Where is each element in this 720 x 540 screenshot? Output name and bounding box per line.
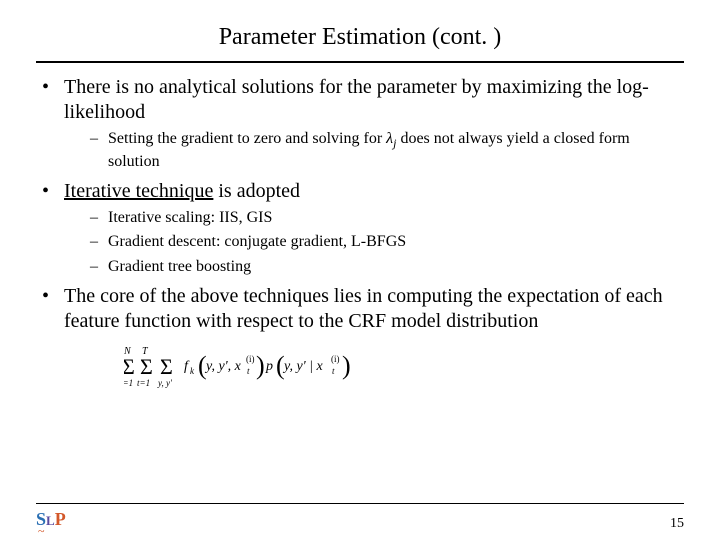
svg-text:(i): (i) [246, 354, 255, 364]
bullet-2-sub-2: Gradient descent: conjugate gradient, L-… [64, 232, 684, 253]
logo-p: P [55, 509, 66, 529]
svg-text:Σ: Σ [140, 354, 153, 379]
logo-l: L [46, 513, 55, 528]
svg-text:Σ: Σ [124, 354, 135, 379]
bullet-2-sub-1: Iterative scaling: IIS, GIS [64, 208, 684, 229]
svg-text:): ) [256, 351, 265, 380]
logo: SLP ~ [36, 509, 66, 539]
b1s1-pre: Setting the gradient to zero and solving… [108, 130, 386, 147]
slide: Parameter Estimation (cont. ) There is n… [0, 0, 720, 540]
bullet-1: There is no analytical solutions for the… [36, 75, 684, 173]
svg-text:y, y', x: y, y', x [204, 359, 242, 374]
title-divider [36, 61, 684, 63]
svg-text:(i): (i) [331, 354, 340, 364]
page-number: 15 [670, 516, 684, 532]
bullet-2: Iterative technique is adopted Iterative… [36, 179, 684, 278]
svg-text:t=1: t=1 [137, 378, 150, 388]
bullet-3: The core of the above techniques lies in… [36, 284, 684, 401]
footer: SLP ~ 15 [36, 503, 684, 538]
bullet-1-sub: Setting the gradient to zero and solving… [64, 129, 684, 173]
bullet-list: There is no analytical solutions for the… [36, 75, 684, 401]
svg-text:y, y': y, y' [157, 378, 173, 388]
page-title: Parameter Estimation (cont. ) [36, 24, 684, 51]
svg-text:i=1: i=1 [124, 378, 133, 388]
svg-text:): ) [342, 351, 351, 380]
footer-divider [36, 503, 684, 504]
formula: N Σ i=1 T Σ t=1 Σ y, y' f k ( y, y', x t… [124, 342, 684, 401]
bullet-2-sub: Iterative scaling: IIS, GIS Gradient des… [64, 208, 684, 278]
bullet-3-text: The core of the above techniques lies in… [64, 285, 663, 332]
svg-text:t: t [247, 366, 250, 376]
svg-text:y, y' | x: y, y' | x [282, 359, 323, 374]
bullet-1-text: There is no analytical solutions for the… [64, 76, 649, 123]
footer-row: SLP ~ 15 [36, 510, 684, 538]
svg-text:Σ: Σ [160, 354, 173, 379]
bullet-2-underline: Iterative technique [64, 180, 213, 202]
svg-text:p: p [265, 359, 273, 374]
bullet-1-sub-1: Setting the gradient to zero and solving… [64, 129, 684, 173]
bullet-2-sub-3: Gradient tree boosting [64, 257, 684, 278]
svg-text:k: k [190, 366, 195, 376]
svg-text:t: t [332, 366, 335, 376]
bullet-2-post: is adopted [213, 180, 300, 202]
formula-svg: N Σ i=1 T Σ t=1 Σ y, y' f k ( y, y', x t… [124, 342, 384, 394]
